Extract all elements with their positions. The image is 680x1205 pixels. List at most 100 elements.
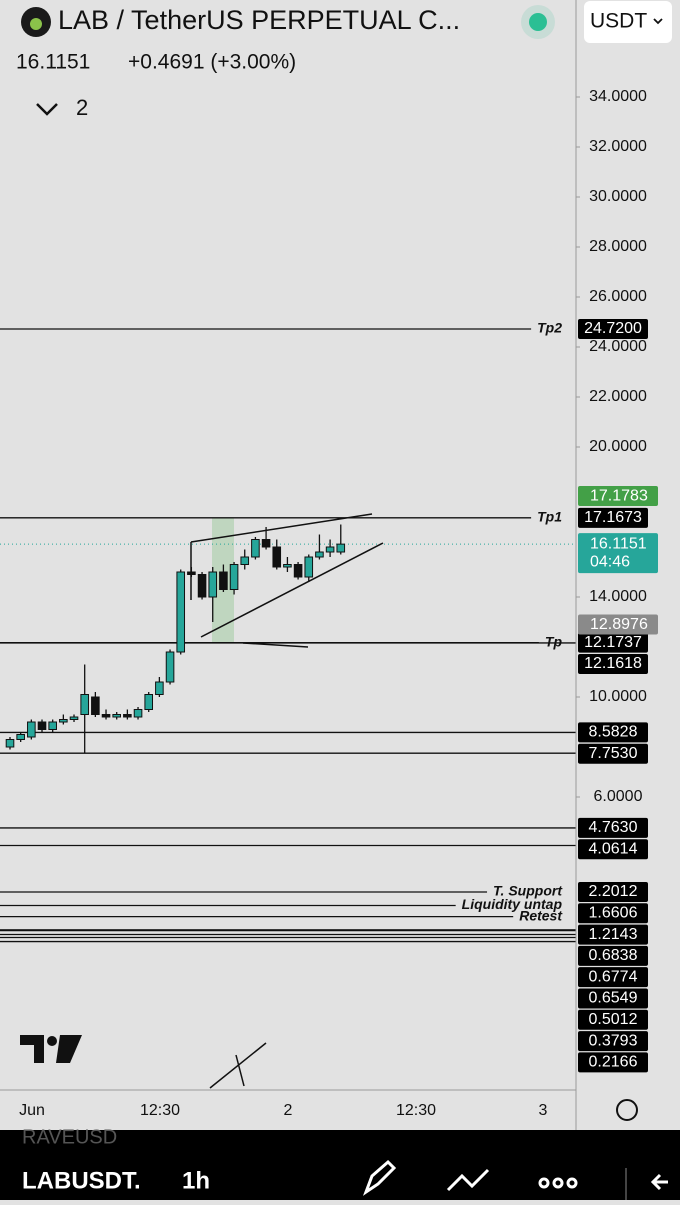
level-label: 2.2012	[589, 883, 638, 900]
x-tick-label: 12:30	[140, 1102, 180, 1119]
level-label-box	[578, 319, 648, 339]
level-label: 1.6606	[589, 904, 638, 921]
collapse-toggle[interactable]	[36, 103, 58, 116]
candle-body	[91, 696, 100, 715]
level-label-box	[578, 1052, 648, 1073]
level-name: Liquidity untap	[462, 896, 563, 912]
countdown: 04:46	[590, 553, 630, 570]
level-label-box	[578, 924, 648, 945]
y-tick-label: 6.0000	[594, 788, 643, 805]
candle-body	[155, 681, 164, 695]
y-tick-label: 14.0000	[589, 588, 647, 605]
interval-button[interactable]: 1h	[182, 1167, 210, 1194]
candle-body	[229, 564, 239, 590]
candle-body	[293, 564, 303, 578]
symbol-button[interactable]: LABUSDT.	[22, 1167, 141, 1194]
level-name: Tp	[545, 633, 563, 649]
y-tick-label: 10.0000	[589, 688, 647, 705]
level-label-box	[578, 653, 648, 674]
candle-body	[197, 574, 207, 598]
candle-body	[219, 571, 228, 590]
candle-body	[144, 694, 154, 710]
settings-button[interactable]	[616, 1099, 638, 1121]
level-label: 4.0614	[589, 840, 638, 857]
candle-body	[16, 734, 25, 740]
candle-body	[208, 571, 218, 598]
tv-logo	[20, 1035, 82, 1063]
price-change: +0.4691 (+3.00%)	[128, 51, 296, 74]
level-label-box	[578, 945, 648, 966]
level-label: 12.1737	[584, 634, 642, 651]
level-label: 0.6549	[589, 990, 638, 1007]
symbol-title[interactable]: LAB / TetherUS PERPETUAL C...	[58, 5, 460, 35]
candle-body	[336, 543, 346, 553]
level-name: Tp1	[537, 509, 562, 525]
candle-body	[80, 694, 89, 715]
level-label: 17.1673	[584, 509, 642, 526]
price-mark-box	[578, 486, 658, 507]
price-mark-label: 12.8976	[590, 616, 648, 633]
more-button[interactable]	[538, 1177, 578, 1189]
y-tick-label: 34.0000	[589, 88, 647, 105]
y-tick-label: 28.0000	[589, 238, 647, 255]
y-tick-label: 32.0000	[589, 138, 647, 155]
x-tick-label: 2	[284, 1102, 293, 1119]
level-label: 0.3793	[589, 1032, 638, 1049]
level-name: Retest	[519, 907, 563, 923]
level-label: 1.2143	[589, 926, 638, 943]
level-label-box	[578, 1009, 648, 1030]
y-tick-label: 24.0000	[589, 338, 647, 355]
level-label-box	[578, 743, 648, 764]
status-dot	[529, 13, 547, 31]
y-tick-label: 30.0000	[589, 188, 647, 205]
level-label: 0.6774	[589, 968, 638, 985]
bottom-bar	[0, 1130, 680, 1200]
y-tick-label: 22.0000	[589, 388, 647, 405]
level-label: 8.5828	[589, 724, 638, 741]
back-button[interactable]	[650, 1173, 668, 1191]
last-price: 16.1151	[16, 51, 90, 74]
candle-body	[69, 716, 79, 720]
candle-body	[123, 714, 132, 718]
candle-body	[325, 546, 335, 553]
x-tick-label: 12:30	[396, 1102, 436, 1119]
x-tick-label: 3	[539, 1102, 548, 1119]
level-label-box	[578, 988, 648, 1009]
candle-body	[101, 714, 111, 718]
level-label-box	[578, 507, 648, 528]
level-label: 0.5012	[589, 1011, 638, 1028]
candle-body	[133, 709, 143, 718]
level-label-box	[578, 881, 648, 902]
level-label: 7.7530	[589, 745, 638, 762]
candle-body	[283, 564, 292, 568]
indicators-tool[interactable]	[446, 1168, 490, 1192]
last-price-label: 16.1151	[590, 535, 647, 552]
candle-body	[5, 739, 15, 748]
level-label-box	[578, 632, 648, 653]
candle-body	[48, 721, 57, 730]
level-label-box	[578, 839, 648, 860]
candle-body	[261, 539, 271, 548]
candle-body	[251, 539, 260, 558]
last-price-box	[578, 533, 658, 574]
candle-body	[37, 721, 47, 730]
candle-body	[240, 556, 250, 565]
candle-body	[27, 721, 36, 738]
currency-chevron	[653, 18, 663, 25]
level-label-box	[578, 722, 648, 743]
draw-tool[interactable]	[362, 1159, 397, 1196]
candle-body	[59, 719, 68, 723]
currency: USDT	[590, 10, 647, 33]
candle-body	[112, 714, 122, 718]
level-label-box	[578, 903, 648, 924]
candle-body	[176, 571, 186, 653]
y-tick-label: 26.0000	[589, 288, 647, 305]
y-tick-label: 20.0000	[589, 438, 647, 455]
price-mark-label: 17.1783	[590, 487, 648, 504]
currency-button[interactable]	[584, 1, 672, 43]
ghost-symbol: RAVEUSD	[22, 1126, 117, 1148]
level-name: T. Support	[493, 883, 563, 899]
